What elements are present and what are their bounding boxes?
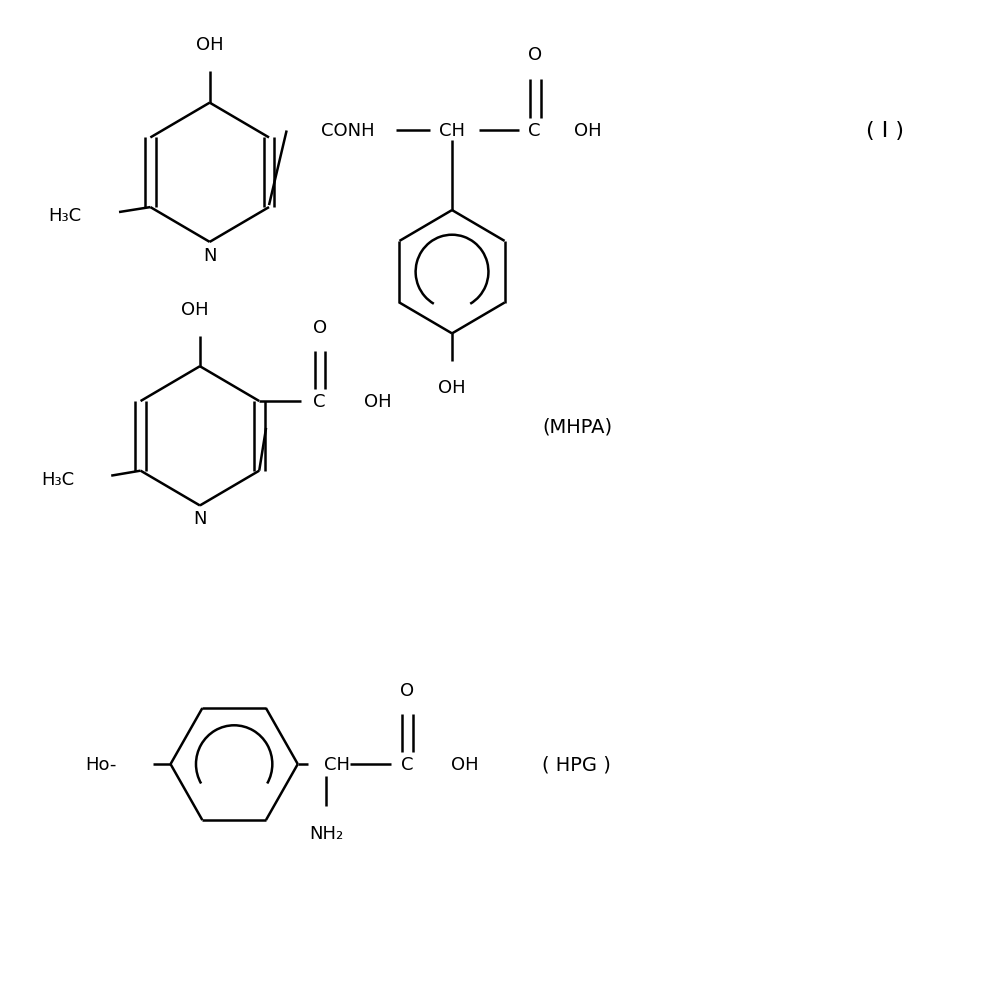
Text: OH: OH bbox=[195, 36, 223, 54]
Text: N: N bbox=[203, 246, 216, 265]
Text: ( HPG ): ( HPG ) bbox=[542, 755, 610, 774]
Text: C: C bbox=[400, 756, 412, 774]
Text: OH: OH bbox=[574, 122, 601, 140]
Text: OH: OH bbox=[364, 393, 391, 411]
Text: OH: OH bbox=[181, 302, 209, 320]
Text: CH: CH bbox=[323, 756, 350, 774]
Text: OH: OH bbox=[451, 756, 478, 774]
Text: O: O bbox=[313, 319, 326, 337]
Text: (MHPA): (MHPA) bbox=[542, 417, 612, 436]
Text: C: C bbox=[528, 122, 540, 140]
Text: OH: OH bbox=[438, 379, 465, 397]
Text: H₃C: H₃C bbox=[48, 206, 82, 224]
Text: O: O bbox=[528, 46, 541, 64]
Text: C: C bbox=[313, 393, 325, 411]
Text: NH₂: NH₂ bbox=[309, 824, 343, 842]
Text: N: N bbox=[193, 510, 206, 528]
Text: H₃C: H₃C bbox=[40, 470, 74, 488]
Text: ( I ): ( I ) bbox=[865, 121, 903, 141]
Text: Ho-: Ho- bbox=[85, 756, 116, 774]
Text: CH: CH bbox=[439, 122, 464, 140]
Text: O: O bbox=[400, 681, 414, 699]
Text: CONH: CONH bbox=[320, 122, 374, 140]
